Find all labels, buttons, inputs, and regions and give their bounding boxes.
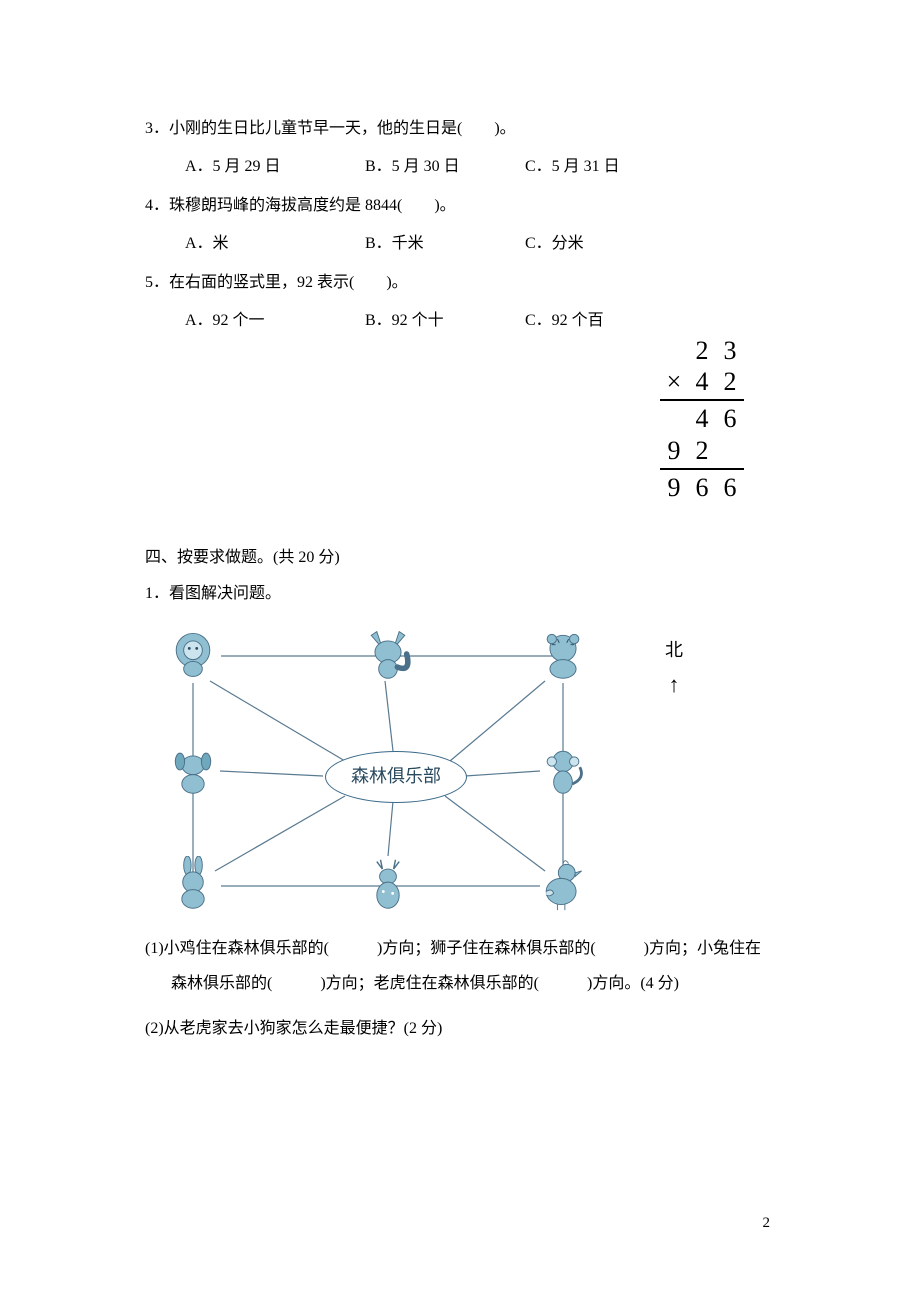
north-arrow-icon: ↑ [665, 674, 683, 696]
q5-option-b: B．92 个十 [365, 302, 525, 340]
subq-line3: (2)从老虎家去小狗家怎么走最便捷？(2 分) [145, 1011, 790, 1046]
q3-option-b: B．5 月 30 日 [365, 148, 525, 186]
tiger-icon [535, 626, 591, 682]
section-4-q1: 1．看图解决问题。 [145, 576, 790, 611]
forest-diagram: 森林俱乐部 北 ↑ [145, 621, 605, 921]
question-5: 5．在右面的竖式里，92 表示( )。 A．92 个一 B．92 个十 C．92… [145, 264, 790, 341]
q3-option-a: A．5 月 29 日 [185, 148, 365, 186]
question-4: 4．珠穆朗玛峰的海拔高度约是 8844( )。 A．米 B．千米 C．分米 [145, 187, 790, 264]
vm-cell: × [660, 366, 688, 397]
question-3: 3．小刚的生日比儿童节早一天，他的生日是( )。 A．5 月 29 日 B．5 … [145, 110, 790, 187]
q4-text: 4．珠穆朗玛峰的海拔高度约是 8844( )。 [145, 187, 790, 225]
q5-option-a: A．92 个一 [185, 302, 365, 340]
vm-cell: 4 [688, 403, 716, 434]
q3-option-c: C．5 月 31 日 [525, 148, 685, 186]
vm-cell: 2 [688, 435, 716, 466]
section-4: 四、按要求做题。(共 20 分) 1．看图解决问题。 [145, 540, 790, 1046]
sub-question-1: (1)小鸡住在森林俱乐部的( )方向；狮子住在森林俱乐部的( )方向；小兔住在 … [145, 931, 790, 1001]
north-indicator: 北 ↑ [665, 631, 683, 697]
vm-line [660, 399, 744, 401]
vm-cell: 6 [716, 472, 744, 503]
q4-option-b: B．千米 [365, 225, 525, 263]
vm-cell: 9 [660, 472, 688, 503]
vm-cell: 6 [716, 403, 744, 434]
vm-cell: 2 [688, 335, 716, 366]
fox-icon [360, 626, 416, 682]
north-label: 北 [665, 631, 683, 671]
vm-cell: 3 [716, 335, 744, 366]
vm-cell [716, 435, 744, 466]
forest-club-label: 森林俱乐部 [325, 751, 465, 801]
lion-icon [165, 626, 221, 682]
dog-icon [165, 741, 221, 797]
vm-cell: 2 [716, 366, 744, 397]
section-4-title: 四、按要求做题。(共 20 分) [145, 540, 790, 575]
vm-cell [660, 335, 688, 366]
subq-line2: 森林俱乐部的( )方向；老虎住在森林俱乐部的( )方向。(4 分) [145, 966, 790, 1001]
vm-line [660, 468, 744, 470]
q3-text: 3．小刚的生日比儿童节早一天，他的生日是( )。 [145, 110, 790, 148]
q4-option-c: C．分米 [525, 225, 685, 263]
chick-icon [535, 856, 591, 912]
q5-text: 5．在右面的竖式里，92 表示( )。 [145, 264, 790, 302]
vertical-multiplication: 23 ×42 46 92 966 [660, 335, 744, 503]
vm-cell: 4 [688, 366, 716, 397]
q4-option-a: A．米 [185, 225, 365, 263]
monkey-icon [535, 741, 591, 797]
vm-cell [660, 403, 688, 434]
vm-cell: 6 [688, 472, 716, 503]
subq-line1: (1)小鸡住在森林俱乐部的( )方向；狮子住在森林俱乐部的( )方向；小兔住在 [145, 931, 790, 966]
page-number: 2 [763, 1215, 771, 1232]
rabbit-icon [165, 856, 221, 912]
sub-question-2: (2)从老虎家去小狗家怎么走最便捷？(2 分) [145, 1011, 790, 1046]
vm-cell: 9 [660, 435, 688, 466]
deer-icon [360, 856, 416, 912]
